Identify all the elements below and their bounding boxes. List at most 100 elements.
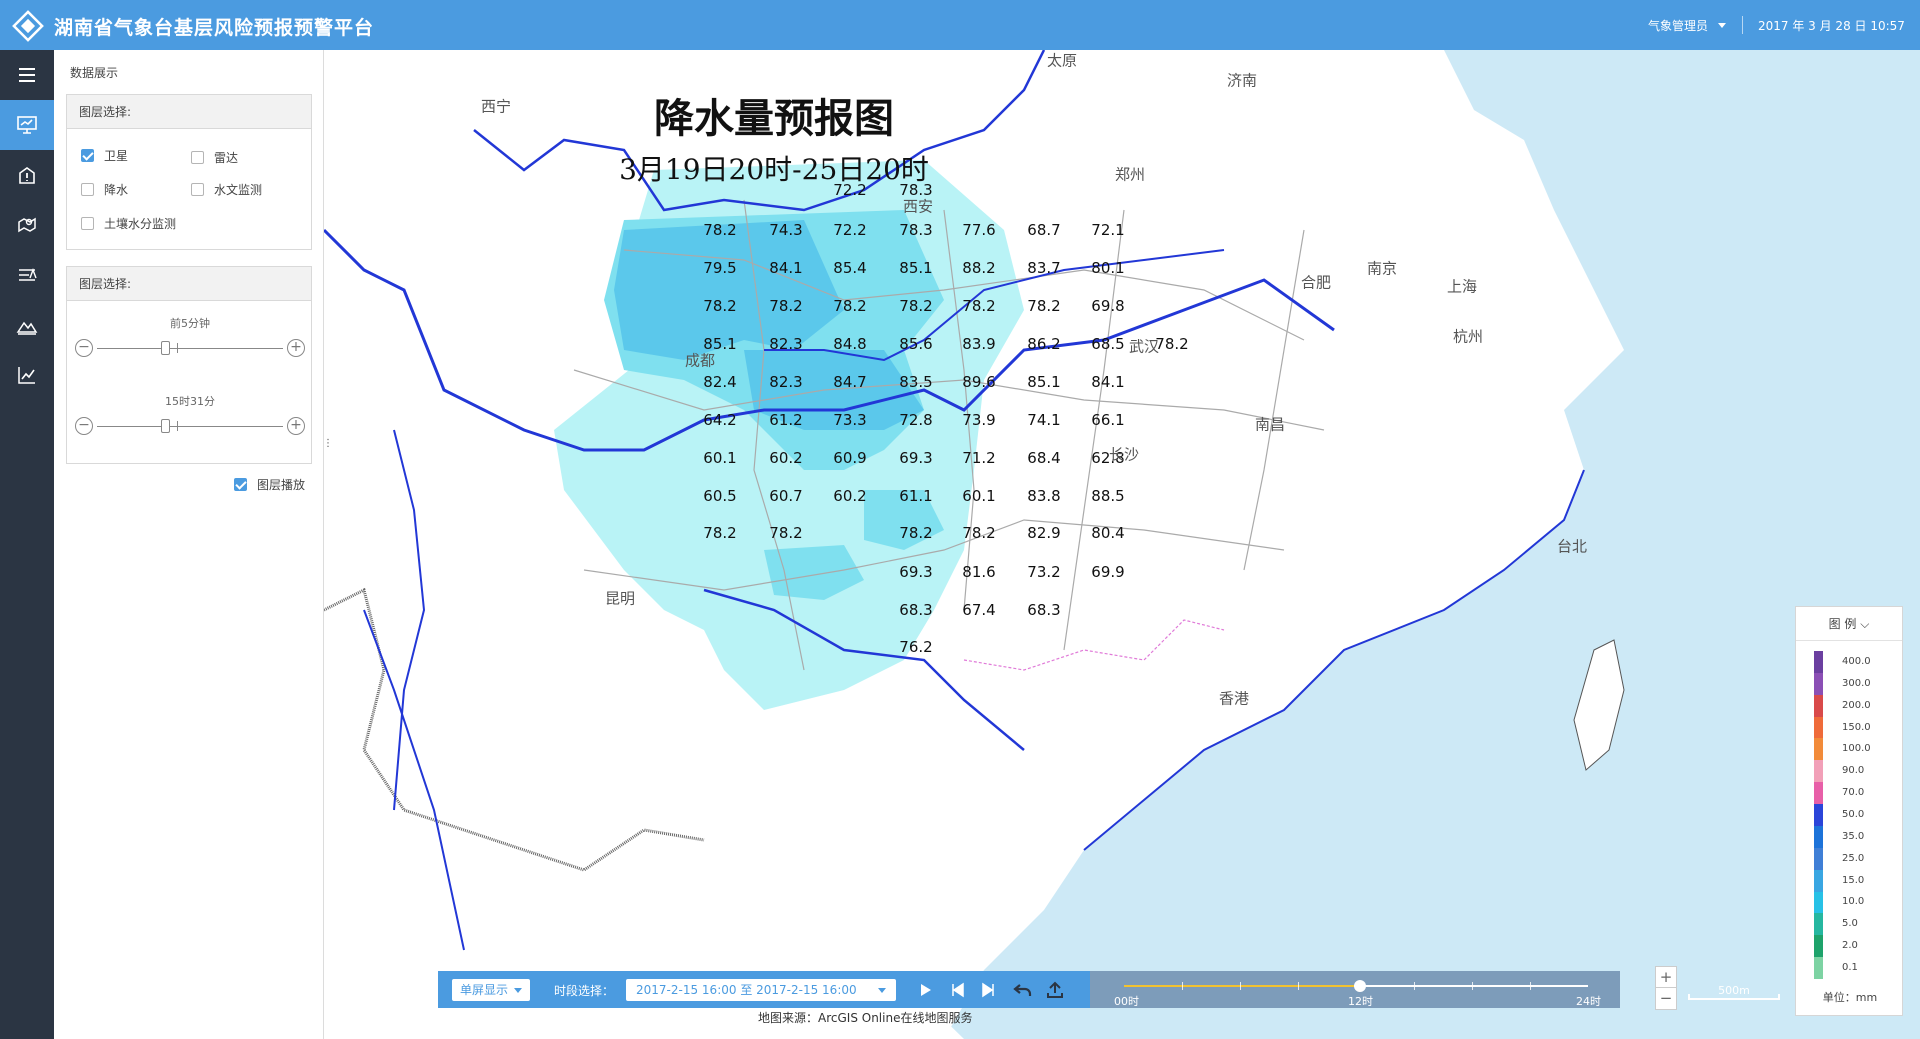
- legend-label: 10.0: [1842, 896, 1865, 908]
- city-label: 太原: [1046, 51, 1078, 70]
- precip-value: 60.2: [769, 449, 803, 467]
- divider: [1742, 16, 1743, 34]
- skip-forward-icon[interactable]: [978, 979, 1000, 1001]
- upload-icon[interactable]: [1044, 979, 1066, 1001]
- timeline-label-mid: 12时: [1348, 995, 1373, 1008]
- legend-label: 5.0: [1842, 918, 1858, 930]
- province-boundary: [573, 369, 1325, 431]
- precip-value: 82.9: [1027, 524, 1061, 542]
- time-axis[interactable]: 00时 12时 24时: [1090, 971, 1620, 1008]
- precip-value: 64.2: [703, 411, 737, 429]
- logo-icon: [12, 10, 44, 42]
- city-label: 成都: [684, 351, 716, 370]
- precip-value: 77.6: [962, 221, 996, 239]
- slider-label: 15时31分: [165, 395, 215, 408]
- time-select-group: 图层选择: 前5分钟 − + 15时31分 − +: [66, 266, 312, 464]
- province-boundary: [943, 209, 975, 611]
- playback-control-bar: 单屏显示 时段选择： 2017-2-15 16:00 至 2017-2-15 1…: [438, 971, 1090, 1008]
- minus-icon[interactable]: −: [75, 339, 93, 357]
- timeline-knob[interactable]: [1354, 980, 1366, 992]
- slider-thumb[interactable]: [161, 341, 170, 355]
- precip-value: 60.1: [962, 487, 996, 505]
- minus-icon[interactable]: −: [75, 417, 93, 435]
- layer-select-group: 图层选择: 卫星 雷达 降水 水文监测 土壤水分监测: [66, 94, 312, 250]
- checkbox-radar[interactable]: 雷达: [191, 149, 238, 166]
- precip-value: 83.8: [1027, 487, 1061, 505]
- zoom-in-button[interactable]: +: [1656, 967, 1676, 988]
- skip-back-icon[interactable]: [946, 979, 968, 1001]
- city-label: 长沙: [1108, 445, 1140, 464]
- precip-value: 72.1: [1091, 221, 1125, 239]
- city-label: 香港: [1218, 689, 1250, 708]
- precip-value: 68.7: [1027, 221, 1061, 239]
- checkbox-label: 雷达: [214, 151, 239, 165]
- panel-collapse-handle[interactable]: ⋮: [323, 438, 333, 449]
- precip-value: 68.3: [899, 601, 933, 619]
- warning-house-icon: [19, 167, 35, 184]
- precip-value: 66.1: [1091, 411, 1125, 429]
- checkbox-soil-moisture[interactable]: 土壤水分监测: [81, 215, 176, 232]
- mountain-icon: [16, 321, 38, 335]
- nav-warning[interactable]: [0, 150, 54, 200]
- timeline-tick: [1472, 982, 1473, 990]
- nav-terrain[interactable]: [0, 300, 54, 350]
- legend-label: 50.0: [1842, 809, 1865, 820]
- river-yellow: [473, 50, 1046, 212]
- legend-swatch: [1814, 672, 1823, 695]
- legend-swatch: [1814, 738, 1823, 761]
- panel-title: 数据展示: [70, 66, 119, 80]
- rain-area-heavy: [764, 545, 864, 600]
- city-label: 上海: [1446, 277, 1478, 296]
- zoom-out-button[interactable]: −: [1659, 989, 1673, 1007]
- city-label: 武汉: [1128, 337, 1160, 356]
- province-boundary: [583, 519, 1285, 591]
- chevron-down-icon: [878, 988, 886, 993]
- precip-value: 79.5: [703, 259, 737, 277]
- legend-swatch: [1814, 716, 1823, 739]
- timeline-label-start: 00时: [1114, 995, 1139, 1008]
- time-slider-1[interactable]: − +: [75, 339, 305, 359]
- checkbox-box: [191, 183, 204, 196]
- river-yangtze: [324, 228, 1335, 452]
- precip-value: 78.2: [703, 524, 737, 542]
- nav-level[interactable]: [0, 250, 54, 300]
- user-menu[interactable]: 气象管理员: [1648, 17, 1727, 34]
- river-mekong: [363, 609, 465, 951]
- legend-label: 300.0: [1842, 677, 1871, 689]
- city-label: 台北: [1556, 537, 1588, 556]
- checkbox-precipitation[interactable]: 降水: [81, 181, 128, 198]
- plus-icon[interactable]: +: [287, 339, 305, 357]
- precip-value: 83.5: [899, 373, 933, 391]
- checkbox-satellite[interactable]: 卫星: [81, 147, 128, 164]
- slider-thumb[interactable]: [161, 419, 170, 433]
- chevron-down-icon: ⌵: [1860, 617, 1870, 631]
- map-view[interactable]: 降水量预报图 3月19日20时-25日20时 72.2 78.3 78.2 74.3 7…: [324, 50, 1920, 1039]
- data-panel: 数据展示 图层选择: 卫星 雷达 降水 水文监测 土壤水分监测 图层选择: 前5…: [54, 50, 324, 1039]
- scale-label: 500m: [1718, 984, 1750, 997]
- legend-swatch: [1814, 891, 1823, 914]
- checkbox-box: [81, 183, 94, 196]
- play-icon[interactable]: [914, 979, 936, 1001]
- period-select[interactable]: 2017-2-15 16:00 至 2017-2-15 16:00: [626, 979, 896, 1001]
- city-label: 西安: [902, 197, 934, 216]
- legend-swatch: [1814, 913, 1823, 936]
- legend-label: 35.0: [1842, 830, 1865, 842]
- border-gray: [324, 587, 705, 872]
- nav-map[interactable]: [0, 200, 54, 250]
- time-slider-2[interactable]: − +: [75, 417, 305, 437]
- slider-track: [97, 348, 283, 349]
- nav-statistics[interactable]: [0, 350, 54, 400]
- nav-data-display[interactable]: [0, 100, 54, 150]
- legend-swatch: [1814, 804, 1823, 826]
- undo-icon[interactable]: [1012, 979, 1034, 1001]
- city-label: 杭州: [1452, 327, 1484, 346]
- checkbox-hydrology[interactable]: 水文监测: [191, 181, 262, 198]
- checkbox-layer-playback[interactable]: 图层播放: [234, 476, 305, 493]
- display-mode-button[interactable]: 单屏显示: [452, 979, 531, 1001]
- precip-value: 78.3: [899, 221, 933, 239]
- legend-toggle[interactable]: 图 例 ⌵: [1796, 607, 1902, 641]
- precip-value: 84.1: [769, 259, 803, 277]
- precip-value: 78.2: [962, 524, 996, 542]
- menu-toggle-button[interactable]: [0, 50, 54, 100]
- plus-icon[interactable]: +: [287, 417, 305, 435]
